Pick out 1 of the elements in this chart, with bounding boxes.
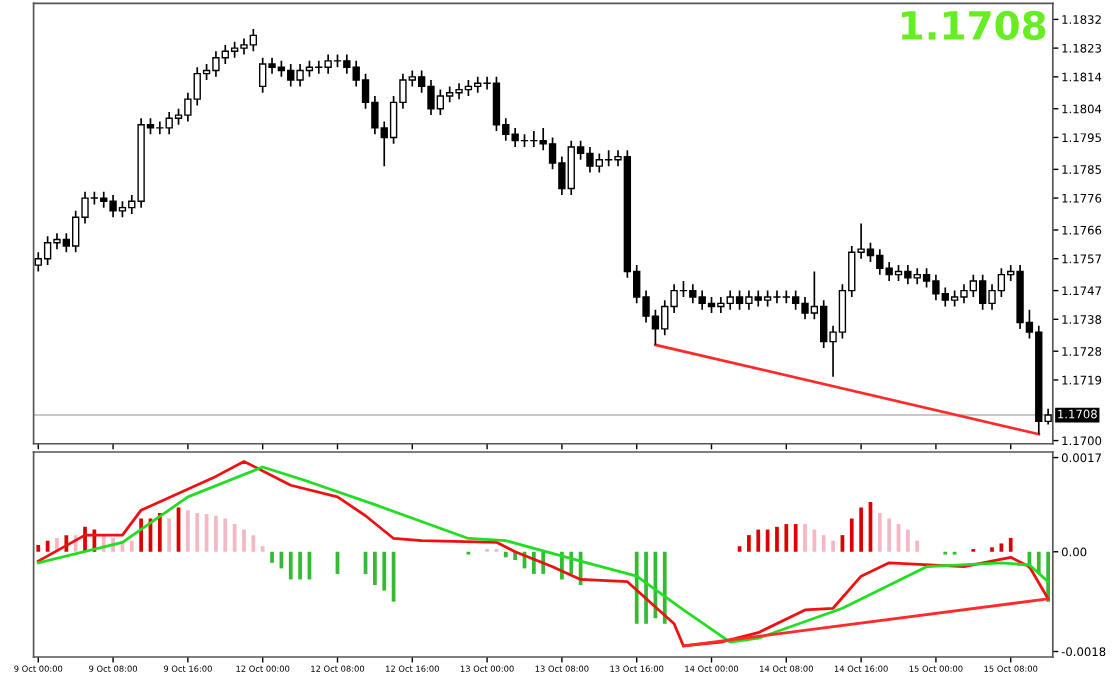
annotation: 1.1708 <box>902 10 1046 41</box>
